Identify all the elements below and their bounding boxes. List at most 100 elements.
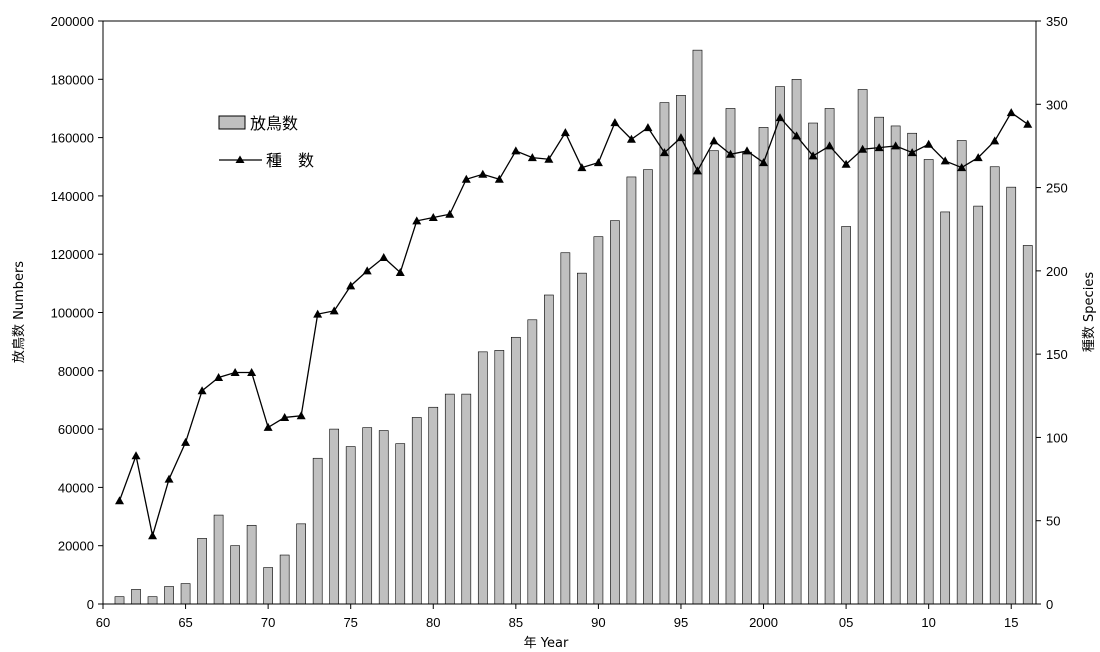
- species-point-1968: [230, 367, 240, 376]
- bar-1978: [395, 443, 406, 605]
- bar-1982: [461, 393, 472, 605]
- line-series: [115, 108, 1033, 540]
- species-point-2006: [858, 144, 868, 153]
- bar-2005: [841, 226, 851, 605]
- species-point-1977: [379, 253, 389, 262]
- species-point-1974: [329, 306, 339, 315]
- y-right-tick-label: 100: [1046, 430, 1068, 445]
- species-point-1972: [296, 411, 306, 420]
- species-point-1965: [181, 437, 191, 446]
- bar-1979: [411, 417, 422, 605]
- legend-bar-swatch: [218, 115, 246, 130]
- species-point-1973: [313, 309, 323, 318]
- bar-2012: [956, 140, 967, 605]
- x-tick-label: 05: [839, 615, 853, 630]
- x-tick-label: 2000: [749, 615, 778, 630]
- x-tick-label: 85: [509, 615, 523, 630]
- bar-2007: [874, 116, 884, 605]
- legend-line-label: 種 数: [266, 151, 314, 170]
- bar-1987: [544, 294, 554, 605]
- y-left-tick-label: 20000: [58, 539, 94, 554]
- species-point-1982: [461, 174, 471, 183]
- x-axis-title: 年 Year: [524, 636, 569, 651]
- legend-triangle-marker: [235, 155, 245, 163]
- species-point-1984: [494, 174, 504, 183]
- species-point-1995: [676, 133, 686, 142]
- species-point-1978: [395, 268, 405, 277]
- bar-2011: [940, 211, 951, 605]
- bar-1989: [577, 272, 587, 605]
- species-point-2001: [775, 113, 785, 122]
- bar-2004: [824, 108, 835, 605]
- y-right-tick-label: 50: [1046, 514, 1060, 529]
- species-point-2003: [808, 151, 818, 160]
- y-axis-left-title: 放鳥数 Numbers: [12, 261, 27, 363]
- y-left-tick-label: 200000: [51, 14, 94, 29]
- species-point-1967: [214, 372, 224, 381]
- y-left-tick-label: 120000: [51, 247, 94, 262]
- bar-1965: [180, 583, 191, 605]
- species-point-1966: [197, 386, 207, 395]
- x-tick-label: 10: [921, 615, 935, 630]
- bar-2003: [808, 122, 818, 605]
- bar-1990: [593, 236, 604, 605]
- bar-1981: [444, 393, 455, 605]
- species-point-1986: [527, 153, 537, 162]
- species-point-1971: [280, 412, 290, 421]
- species-point-1976: [362, 266, 372, 275]
- y-right-tick-label: 0: [1046, 597, 1053, 612]
- species-point-1994: [659, 148, 669, 157]
- bar-1997: [709, 150, 719, 605]
- bar-1986: [527, 319, 538, 605]
- y-right-tick-label: 300: [1046, 97, 1068, 112]
- bar-1974: [329, 428, 340, 605]
- bar-1992: [626, 176, 637, 605]
- legend: 放鳥数 種 数: [218, 114, 314, 170]
- bar-1977: [378, 430, 389, 605]
- species-point-2000: [759, 158, 769, 167]
- bar-1985: [510, 336, 521, 605]
- bar-1964: [164, 586, 174, 605]
- bar-2013: [973, 205, 984, 605]
- species-point-1996: [692, 166, 702, 175]
- species-point-2016: [1023, 119, 1033, 128]
- bar-1993: [643, 169, 653, 605]
- y-left-tick-label: 180000: [51, 72, 94, 87]
- bar-1984: [494, 350, 505, 605]
- species-point-1992: [626, 134, 636, 143]
- bar-1991: [610, 220, 620, 605]
- species-point-2004: [825, 141, 835, 150]
- legend-bar-label: 放鳥数: [250, 114, 298, 133]
- bar-1976: [362, 427, 373, 605]
- axes: [98, 20, 1041, 609]
- species-point-1970: [263, 422, 273, 431]
- bar-2010: [923, 159, 934, 605]
- species-point-1963: [148, 531, 158, 540]
- y-axis-right-title: 種数 Species: [1081, 272, 1097, 352]
- bar-1962: [131, 589, 141, 605]
- y-left-tick-label: 40000: [58, 480, 94, 495]
- x-tick-label: 60: [96, 615, 110, 630]
- bar-2006: [857, 89, 868, 605]
- species-point-1961: [115, 496, 125, 505]
- bar-1998: [725, 108, 736, 605]
- species-line: [118, 111, 1029, 536]
- species-point-2002: [792, 131, 802, 140]
- species-point-1991: [610, 118, 620, 127]
- species-point-1964: [164, 474, 174, 483]
- bar-1994: [659, 102, 670, 605]
- bar-1961: [114, 596, 125, 605]
- y-right-tick-label: 250: [1046, 181, 1068, 196]
- bar-1970: [263, 567, 273, 605]
- species-point-2008: [891, 141, 901, 150]
- x-tick-label: 70: [261, 615, 275, 630]
- species-point-2013: [973, 153, 983, 162]
- bar-1963: [147, 596, 158, 605]
- x-tick-label: 15: [1004, 615, 1018, 630]
- species-point-1999: [742, 146, 752, 155]
- species-point-1981: [445, 209, 455, 218]
- species-point-1975: [346, 281, 356, 290]
- bar-1988: [560, 252, 571, 605]
- bar-2002: [791, 79, 802, 605]
